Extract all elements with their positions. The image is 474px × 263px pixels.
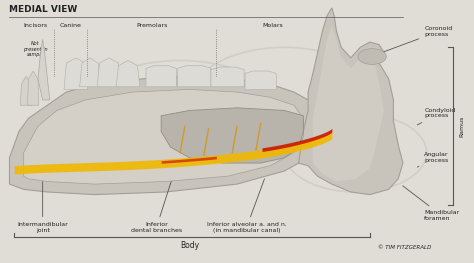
Text: Premolars: Premolars xyxy=(136,23,167,28)
Polygon shape xyxy=(299,8,403,195)
Text: Not
present in
sample: Not present in sample xyxy=(23,41,48,57)
Polygon shape xyxy=(178,66,211,87)
Text: Intermandibular
joint: Intermandibular joint xyxy=(17,182,68,233)
Polygon shape xyxy=(80,58,100,87)
Text: Canine: Canine xyxy=(59,23,81,28)
Polygon shape xyxy=(211,67,244,87)
Polygon shape xyxy=(64,58,88,89)
Polygon shape xyxy=(116,60,140,87)
Text: Condyloid
process: Condyloid process xyxy=(417,108,456,125)
Polygon shape xyxy=(27,71,39,105)
Polygon shape xyxy=(24,89,303,184)
Text: Mandibular
foramen: Mandibular foramen xyxy=(403,186,459,221)
Text: Angular
process: Angular process xyxy=(417,152,449,167)
Polygon shape xyxy=(38,39,50,100)
Polygon shape xyxy=(161,108,303,163)
Polygon shape xyxy=(20,76,32,105)
Text: Molars: Molars xyxy=(262,23,283,28)
Polygon shape xyxy=(313,26,384,181)
Text: Incisors: Incisors xyxy=(24,23,47,28)
Polygon shape xyxy=(245,71,276,89)
Text: Inferior alveolar a. and n.
(in mandibular canal): Inferior alveolar a. and n. (in mandibul… xyxy=(207,179,286,233)
Ellipse shape xyxy=(358,49,386,64)
Polygon shape xyxy=(97,58,121,87)
Text: Body: Body xyxy=(180,241,199,250)
Polygon shape xyxy=(146,66,176,87)
Text: Ramus: Ramus xyxy=(460,115,465,137)
Text: Inferior
dental branches: Inferior dental branches xyxy=(131,171,182,233)
Text: Coronoid
process: Coronoid process xyxy=(377,26,453,54)
Polygon shape xyxy=(9,76,322,195)
Text: MEDIAL VIEW: MEDIAL VIEW xyxy=(9,5,78,14)
Text: © TIM FITZGERALD: © TIM FITZGERALD xyxy=(378,245,431,250)
